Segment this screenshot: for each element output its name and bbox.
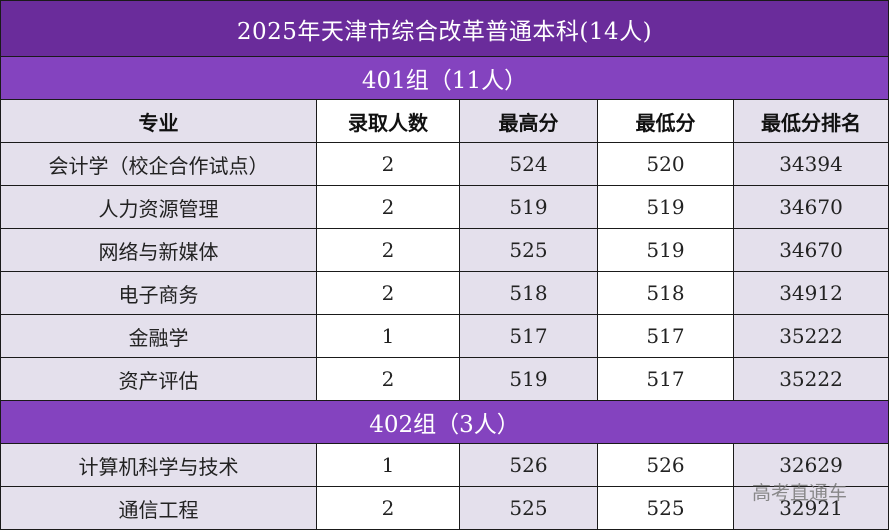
table-row: 资产评估 2 519 517 35222: [0, 357, 889, 401]
column-header-max-score: 最高分: [459, 99, 598, 143]
cell-admitted: 1: [316, 314, 460, 358]
cell-major: 会计学（校企合作试点）: [0, 142, 317, 186]
cell-min-rank: 32921: [733, 486, 889, 530]
cell-max-score: 524: [459, 142, 598, 186]
cell-admitted: 2: [316, 271, 460, 315]
cell-major: 资产评估: [0, 357, 317, 401]
header-row: 专业 录取人数 最高分 最低分 最低分排名: [0, 99, 889, 143]
cell-min-score: 519: [597, 228, 734, 272]
cell-major: 通信工程: [0, 486, 317, 530]
group-label: 402组（3人）: [0, 400, 889, 444]
column-header-admitted: 录取人数: [316, 99, 460, 143]
cell-min-rank: 34670: [733, 228, 889, 272]
cell-max-score: 525: [459, 486, 598, 530]
column-header-min-score: 最低分: [597, 99, 734, 143]
table-row: 人力资源管理 2 519 519 34670: [0, 185, 889, 229]
table-row: 通信工程 2 525 525 32921: [0, 486, 889, 530]
cell-max-score: 517: [459, 314, 598, 358]
cell-min-score: 518: [597, 271, 734, 315]
title-row: 2025年天津市综合改革普通本科(14人): [0, 0, 889, 57]
column-header-min-rank: 最低分排名: [733, 99, 889, 143]
cell-min-score: 526: [597, 443, 734, 487]
group-row-402: 402组（3人）: [0, 400, 889, 444]
column-header-major: 专业: [0, 99, 317, 143]
cell-admitted: 2: [316, 185, 460, 229]
cell-min-score: 520: [597, 142, 734, 186]
cell-min-rank: 34394: [733, 142, 889, 186]
cell-min-rank: 35222: [733, 357, 889, 401]
cell-min-score: 519: [597, 185, 734, 229]
cell-admitted: 2: [316, 357, 460, 401]
table-row: 会计学（校企合作试点） 2 524 520 34394: [0, 142, 889, 186]
table-row: 网络与新媒体 2 525 519 34670: [0, 228, 889, 272]
table-row: 计算机科学与技术 1 526 526 32629: [0, 443, 889, 487]
cell-max-score: 518: [459, 271, 598, 315]
cell-admitted: 1: [316, 443, 460, 487]
table-row: 金融学 1 517 517 35222: [0, 314, 889, 358]
cell-max-score: 525: [459, 228, 598, 272]
cell-major: 网络与新媒体: [0, 228, 317, 272]
cell-max-score: 519: [459, 185, 598, 229]
cell-min-score: 517: [597, 357, 734, 401]
cell-major: 人力资源管理: [0, 185, 317, 229]
cell-min-score: 517: [597, 314, 734, 358]
cell-min-rank: 32629: [733, 443, 889, 487]
cell-max-score: 526: [459, 443, 598, 487]
cell-min-rank: 34670: [733, 185, 889, 229]
cell-admitted: 2: [316, 486, 460, 530]
cell-admitted: 2: [316, 142, 460, 186]
cell-min-rank: 35222: [733, 314, 889, 358]
cell-major: 电子商务: [0, 271, 317, 315]
cell-min-rank: 34912: [733, 271, 889, 315]
group-label: 401组（11人）: [0, 56, 889, 100]
cell-admitted: 2: [316, 228, 460, 272]
table-row: 电子商务 2 518 518 34912: [0, 271, 889, 315]
cell-min-score: 525: [597, 486, 734, 530]
cell-max-score: 519: [459, 357, 598, 401]
cell-major: 计算机科学与技术: [0, 443, 317, 487]
table-title: 2025年天津市综合改革普通本科(14人): [0, 0, 889, 57]
cell-major: 金融学: [0, 314, 317, 358]
group-row-401: 401组（11人）: [0, 56, 889, 100]
